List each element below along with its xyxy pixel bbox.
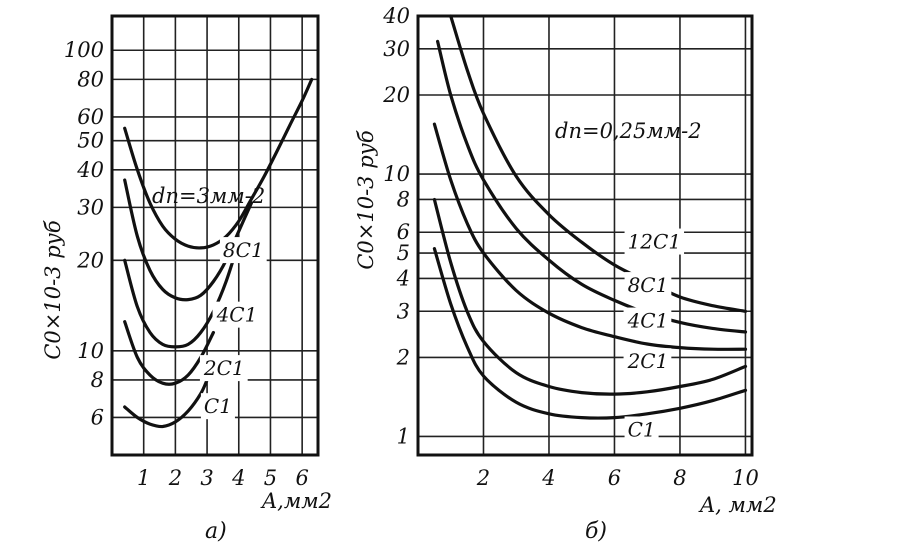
curve-label-bg bbox=[200, 393, 235, 420]
curve-unlabeled bbox=[123, 77, 314, 250]
x-tick-label: 3 bbox=[200, 466, 213, 490]
panel-label-b: б) bbox=[585, 519, 607, 544]
y-axis-label-a: C0×10-3 руб bbox=[41, 220, 65, 360]
curve-label-bg bbox=[624, 272, 672, 299]
x-tick-label: 5 bbox=[264, 466, 277, 490]
curve-labels-a: C1 2C1 4C1 8C1 bbox=[199, 237, 267, 420]
y-tick-label: 5 bbox=[397, 241, 410, 265]
grid-a bbox=[112, 16, 318, 455]
y-tick-labels-b: 1 2 3 456 810 20 30 40 bbox=[382, 4, 410, 448]
y-axis-label-b: C0×10-3 руб bbox=[354, 130, 378, 270]
y-tick-label: 40 bbox=[382, 4, 410, 28]
x-axis-label-a: A,мм2 bbox=[260, 489, 332, 513]
curve-labels-b: C1 2C1 4C1 8C1 12C1 bbox=[623, 228, 685, 443]
plot-frame-a bbox=[110, 14, 320, 457]
curve-label-C1: C1 bbox=[628, 417, 656, 441]
y-tick-label: 4 bbox=[396, 266, 410, 290]
y-tick-label: 8 bbox=[91, 368, 104, 392]
y-tick-label: 20 bbox=[382, 83, 410, 107]
curve-label-bg bbox=[624, 228, 685, 255]
curve-label-12C1: 12C1 bbox=[628, 230, 681, 254]
grid-b bbox=[418, 15, 752, 455]
curve-label-C1: C1 bbox=[204, 394, 232, 418]
y-tick-label: 30 bbox=[77, 195, 104, 219]
x-tick-label: 6 bbox=[295, 466, 308, 490]
x-tick-labels-b: 2 4 6 8 10 bbox=[476, 466, 759, 490]
curve-label-2C1: 2C1 bbox=[627, 349, 669, 373]
curves-b bbox=[432, 14, 748, 420]
y-tick-label: 2 bbox=[396, 345, 410, 369]
curve-2C1 bbox=[123, 320, 215, 386]
curve-label-bg bbox=[212, 301, 261, 328]
curve-label-bg bbox=[219, 237, 267, 264]
curve-4C1 bbox=[123, 240, 241, 349]
y-tick-label: 60 bbox=[77, 105, 104, 129]
x-axis-label-b: A, мм2 bbox=[698, 493, 777, 517]
x-tick-label: 2 bbox=[168, 466, 182, 490]
curve-label-8C1: 8C1 bbox=[223, 238, 264, 262]
y-tick-label: 6 bbox=[91, 405, 104, 429]
panel-label-a: а) bbox=[205, 519, 227, 544]
y-tick-label: 100 bbox=[64, 38, 104, 62]
x-tick-label: 8 bbox=[673, 466, 686, 490]
curve-label-bg bbox=[199, 355, 248, 382]
x-tick-label: 10 bbox=[732, 466, 759, 490]
x-tick-label: 1 bbox=[137, 466, 150, 490]
y-tick-label: 10 bbox=[383, 162, 410, 186]
y-tick-label: 40 bbox=[76, 158, 104, 182]
y-tick-label: 10 bbox=[77, 339, 104, 363]
x-tick-label: 6 bbox=[608, 466, 621, 490]
curve-label-4C1: 4C1 bbox=[216, 303, 258, 327]
curve-12C1 bbox=[449, 14, 748, 313]
curve-label-8C1: 8C1 bbox=[628, 273, 669, 297]
y-tick-label: 8 bbox=[397, 187, 410, 211]
x-tick-label: 2 bbox=[476, 466, 490, 490]
y-tick-label: 3 bbox=[397, 299, 410, 323]
plot-frame-b bbox=[416, 14, 754, 457]
curve-label-2C1: 2C1 bbox=[203, 356, 245, 380]
curve-label-bg bbox=[623, 307, 672, 334]
curve-8C1 bbox=[436, 39, 748, 334]
y-tick-label: 50 bbox=[77, 129, 104, 153]
curve-label-4C1: 4C1 bbox=[627, 309, 669, 333]
x-tick-label: 4 bbox=[231, 466, 245, 490]
curve-C1 bbox=[432, 247, 748, 420]
curve-C1 bbox=[123, 378, 209, 429]
y-tick-label: 6 bbox=[397, 220, 410, 244]
annotation-b: dп=0,25мм-2 bbox=[555, 119, 702, 143]
y-tick-label: 20 bbox=[76, 248, 104, 272]
y-tick-label: 1 bbox=[397, 424, 410, 448]
x-tick-label: 4 bbox=[541, 466, 555, 490]
curve-4C1 bbox=[432, 122, 748, 351]
curve-label-bg bbox=[624, 416, 659, 443]
curve-2C1 bbox=[432, 197, 748, 396]
curve-label-bg bbox=[623, 348, 672, 375]
y-tick-label: 80 bbox=[77, 67, 104, 91]
y-tick-label: 30 bbox=[383, 37, 410, 61]
annotation-a: dп=3мм-2 bbox=[152, 184, 265, 208]
